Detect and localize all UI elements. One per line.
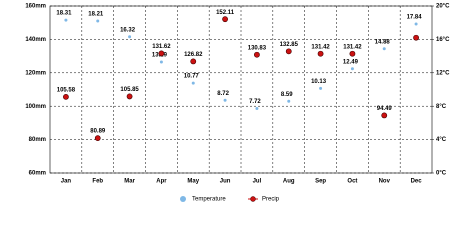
y2-tick-label: 0°C [436,171,447,177]
x-tick-label: May [187,179,199,185]
precip-point [158,50,165,57]
x-tick-label: Nov [379,179,391,185]
precip-point [63,93,69,100]
y2-tick-label: 20°C [436,4,450,10]
temperature-point [191,81,195,85]
precip-point [190,58,197,65]
temperature-label: 18.21 [88,12,104,18]
temperature-point [128,35,132,39]
x-tick-label: Jul [253,179,262,185]
x-tick-label: Aug [283,179,295,185]
y2-tick-label: 16°C [436,37,450,43]
precip-label: 152.11 [216,10,235,16]
temperature-label: 7.72 [249,99,261,105]
y-tick-label: 80mm [29,137,46,143]
y-tick-label: 60mm [29,171,46,177]
precip-point [254,51,260,58]
precip-label: 126.82 [184,52,203,58]
precip-point [94,135,101,142]
precip-label: 131.42 [343,44,362,50]
temperature-label: 17.84 [407,15,423,21]
temperature-label: 18.31 [56,11,72,17]
precip-point [317,50,324,57]
precip-label: 105.85 [120,87,139,93]
precip-point [285,48,292,55]
temperature-label: 8.59 [281,92,293,98]
temperature-point [319,86,323,90]
y2-tick-label: 4°C [436,137,447,143]
precip-point [222,16,228,23]
temperature-label: 10.13 [311,79,327,85]
temperature-label: 12.49 [343,59,359,65]
precip-label: 131.42 [311,44,330,50]
legend-marker [180,196,186,202]
y-tick-label: 160mm [25,4,46,10]
temperature-point [414,22,418,26]
temperature-point [64,18,68,22]
precip-label: 80.89 [90,129,106,135]
precip-label: 105.58 [57,87,76,93]
x-tick-label: Jan [61,179,72,185]
precip-label: 94.49 [377,106,393,112]
precip-label: 130.83 [248,45,267,51]
y2-tick-label: 12°C [436,70,450,76]
temperature-point [223,98,227,102]
precip-point [126,93,133,100]
temperature-label: 10.77 [184,74,200,80]
temperature-label: 16.32 [120,27,136,33]
temperature-point [382,47,386,51]
legend-label: Temperature [192,197,226,203]
chart: 60mm 80mm 100mm 120mm 140mm 160mm 0°C 4°C 8°C 12°… [25,4,450,203]
precip-point [349,50,356,57]
temperature-label: 8.72 [217,91,229,97]
x-tick-label: Feb [92,179,103,185]
temperature-label: 14.88 [375,39,391,45]
legend-marker [250,196,256,202]
x-tick-label: Mar [124,179,135,185]
x-tick-label: Apr [156,179,167,185]
x-tick-label: Oct [347,179,357,185]
precip-label: 131.62 [152,44,171,50]
precip-label: 132.85 [280,42,299,48]
temperature-point [159,60,163,64]
x-tick-label: Dec [411,179,423,185]
x-tick-label: Jun [220,179,231,185]
temperature-point [255,107,259,111]
temperature-point [287,99,291,103]
precip-point [381,112,388,119]
y2-tick-label: 8°C [436,104,447,110]
temperature-point [350,67,354,71]
y-tick-label: 100mm [25,104,46,110]
y-tick-label: 140mm [25,37,46,43]
y-tick-label: 120mm [25,70,46,76]
temperature-point [96,19,100,23]
x-tick-label: Sep [315,179,326,185]
legend-label: Precip [262,197,280,203]
precip-point [413,34,419,41]
